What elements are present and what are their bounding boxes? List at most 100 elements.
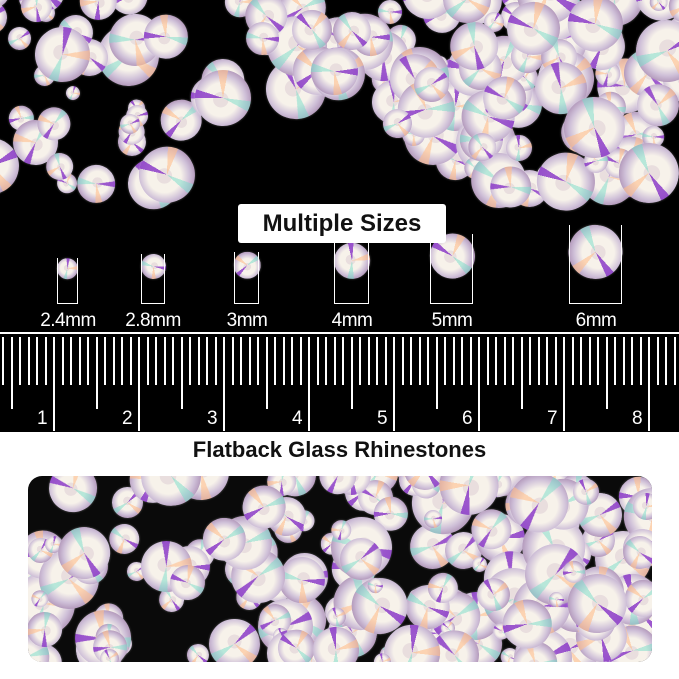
ruler-tick [529, 337, 531, 385]
ruler-tick [384, 337, 387, 385]
ruler-tick [350, 337, 353, 409]
ruler-tick [138, 337, 140, 431]
ruler-tick [146, 337, 149, 385]
ruler-tick [427, 337, 429, 385]
rhinestone [69, 157, 124, 212]
ruler-tick [214, 337, 217, 385]
size-bracket [233, 252, 260, 304]
ruler-tick [325, 337, 327, 385]
ruler-tick [444, 337, 446, 385]
ruler-number: 4 [292, 408, 303, 429]
ruler-tick [588, 337, 591, 385]
ruler-tick [129, 337, 132, 385]
rhinestone [0, 0, 10, 37]
ruler-tick [316, 337, 319, 385]
ruler-tick [597, 337, 599, 385]
ruler-tick [163, 337, 166, 385]
ruler-tick [121, 337, 123, 385]
ruler-tick [469, 337, 472, 385]
ruler-tick [665, 337, 667, 385]
ruler-tick [367, 337, 370, 385]
size-bracket [429, 234, 474, 304]
rhinestone [104, 520, 144, 559]
ruler-tick [53, 337, 55, 431]
ruler-tick [257, 337, 259, 385]
rhinestone [185, 643, 210, 662]
ruler-tick [197, 337, 200, 385]
ruler-tick [172, 337, 174, 385]
ruler-tick [19, 337, 21, 385]
multiple-sizes-label: Multiple Sizes [238, 204, 446, 243]
ruler-tick [282, 337, 285, 385]
rhinestone [6, 25, 33, 52]
size-bracket [569, 225, 622, 304]
ruler-tick [27, 337, 30, 385]
ruler-tick [401, 337, 404, 385]
rhinestone [41, 476, 106, 520]
ruler-tick [2, 337, 4, 385]
ruler-number: 2 [122, 408, 133, 429]
ruler-tick [486, 337, 489, 385]
ruler-tick [333, 337, 336, 385]
ruler-tick [563, 337, 565, 431]
ruler-tick [240, 337, 242, 385]
ruler-tick [571, 337, 574, 385]
ruler-tick [614, 337, 616, 385]
size-label: 2.8mm [125, 310, 181, 331]
ruler-tick [10, 337, 13, 409]
ruler-tick [622, 337, 625, 385]
ruler-tick [104, 337, 106, 385]
ruler-tick [78, 337, 81, 385]
ruler-edge [0, 332, 679, 334]
ruler-tick [580, 337, 582, 385]
ruler-tick [452, 337, 455, 385]
ruler-tick [537, 337, 540, 385]
ruler-tick [291, 337, 293, 385]
size-label: 2.4mm [40, 310, 96, 331]
size-label: 3mm [226, 310, 268, 331]
size-label: 4mm [331, 310, 373, 331]
ruler-tick [478, 337, 480, 431]
ruler-tick [206, 337, 208, 385]
ruler-tick [435, 337, 438, 409]
ruler-tick [359, 337, 361, 385]
rhinestone [63, 82, 83, 103]
ruler-tick [70, 337, 72, 385]
ruler-tick [673, 337, 676, 385]
rhinestone [137, 476, 204, 510]
ruler-tick [512, 337, 514, 385]
ruler-number: 3 [207, 408, 218, 429]
ruler-tick [342, 337, 344, 385]
size-bracket [140, 254, 165, 304]
ruler-tick [376, 337, 378, 385]
ruler-tick [648, 337, 650, 431]
ruler-tick [95, 337, 98, 409]
product-title: Flatback Glass Rhinestones [192, 437, 487, 462]
size-label: 6mm [575, 310, 617, 331]
size-label: 5mm [431, 310, 473, 331]
ruler-tick [61, 337, 64, 385]
ruler-tick [495, 337, 497, 385]
rhinestone-photo [28, 476, 652, 662]
rhinestone [209, 618, 260, 662]
ruler-tick [231, 337, 234, 385]
ruler-tick [418, 337, 421, 385]
ruler-tick [461, 337, 463, 385]
ruler-tick [520, 337, 523, 409]
ruler-tick [44, 337, 47, 385]
ruler-tick [189, 337, 191, 385]
ruler-tick [503, 337, 506, 385]
ruler-tick [546, 337, 548, 385]
ruler: 1 2 3 4 5 6 7 8 [0, 330, 679, 432]
ruler-tick [248, 337, 251, 385]
ruler-tick [223, 337, 225, 431]
ruler-tick [36, 337, 38, 385]
ruler-tick [393, 337, 395, 431]
rhinestone [291, 10, 332, 50]
ruler-tick [155, 337, 157, 385]
ruler-tick [265, 337, 268, 409]
ruler-tick [639, 337, 642, 385]
rhinestone [339, 537, 383, 581]
ruler-tick [656, 337, 659, 385]
ruler-tick [87, 337, 89, 385]
